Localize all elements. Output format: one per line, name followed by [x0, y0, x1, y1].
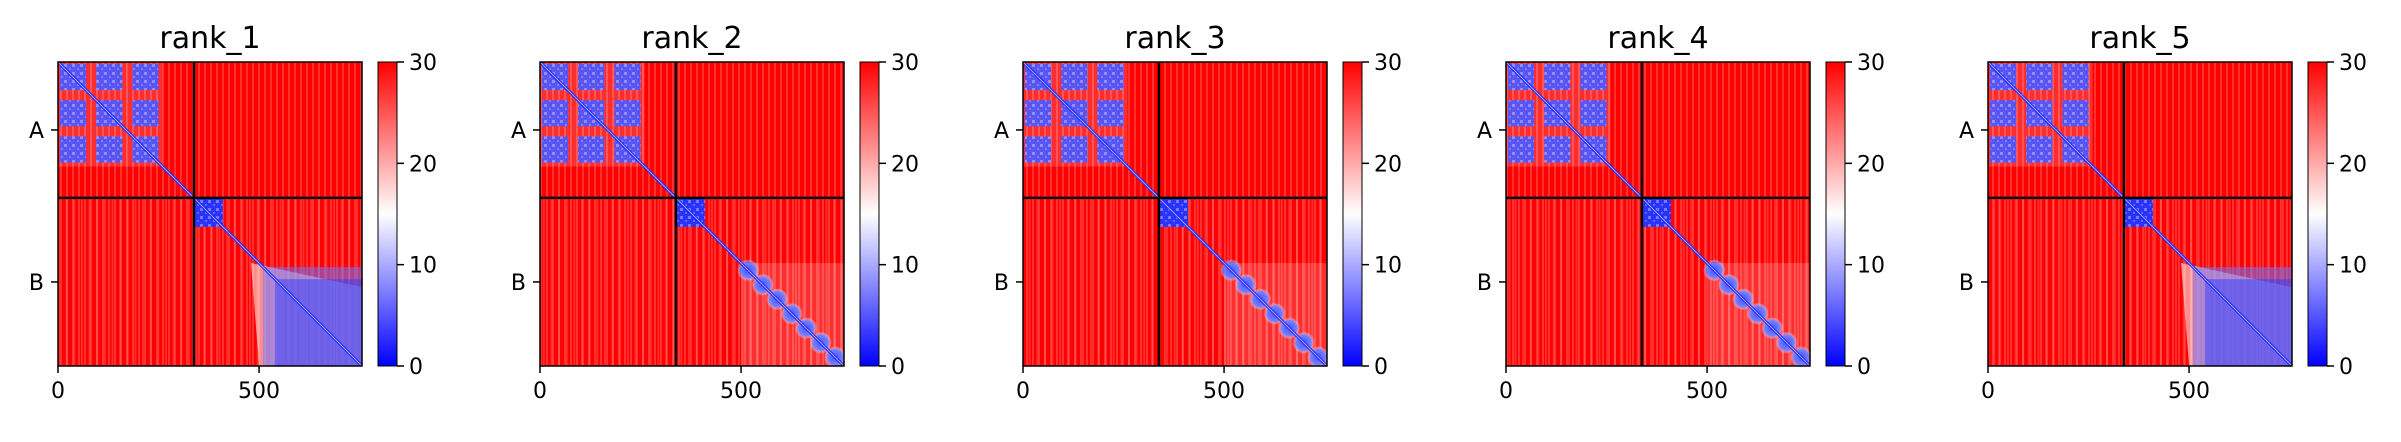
colorbar-tick-label: 30 [1857, 51, 1885, 76]
y-tick-label: A [511, 119, 526, 144]
colorbar-tick-label: 0 [409, 355, 423, 380]
colorbar [1825, 61, 1846, 367]
plot-frame [1022, 61, 1328, 367]
panel-4: rank_4 0 500 A B 0 10 20 30 [1477, 21, 1885, 404]
panel-1: rank_1 0 500 A B 0 10 20 30 [29, 21, 437, 404]
panel-3: rank_3 0 500 A B 0 10 20 30 [994, 21, 1402, 404]
x-tick-label: 500 [2168, 379, 2210, 404]
colorbar-tick-label: 0 [2339, 355, 2353, 380]
y-tick-label: B [511, 271, 526, 296]
colorbar-tick-label: 20 [2339, 152, 2367, 177]
colorbar-tick-label: 20 [409, 152, 437, 177]
colorbar-tick-label: 30 [1374, 51, 1402, 76]
plot-frame [1987, 61, 2293, 367]
x-tick-label: 0 [1016, 379, 1030, 404]
heatmap-image [1988, 62, 2292, 366]
panel-title: rank_1 [159, 21, 260, 56]
colorbar-tick-label: 20 [891, 152, 919, 177]
x-tick-label: 0 [1499, 379, 1513, 404]
colorbar [377, 61, 398, 367]
colorbar-tick-label: 20 [1374, 152, 1402, 177]
panel-title: rank_3 [1124, 21, 1225, 56]
colorbar-tick-label: 10 [409, 254, 437, 279]
colorbar [1342, 61, 1363, 367]
colorbar-tick-label: 0 [1374, 355, 1388, 380]
colorbar-tick-label: 10 [891, 254, 919, 279]
y-tick-label: B [29, 271, 44, 296]
y-tick-label: B [1959, 271, 1974, 296]
colorbar-tick-label: 10 [1857, 254, 1885, 279]
panel-5: rank_5 0 500 A B 0 10 20 30 [1959, 21, 2367, 404]
panel-title: rank_2 [641, 21, 742, 56]
x-tick-label: 0 [51, 379, 65, 404]
y-tick-label: A [1477, 119, 1492, 144]
colorbar [2307, 61, 2328, 367]
y-tick-label: A [1959, 119, 1974, 144]
heatmap-image [1023, 62, 1327, 366]
colorbar [859, 61, 880, 367]
y-tick-label: B [1477, 271, 1492, 296]
panel-title: rank_5 [2089, 21, 2190, 56]
x-tick-label: 500 [720, 379, 762, 404]
heatmap-image [540, 62, 844, 366]
plot-frame [539, 61, 845, 367]
panel-title: rank_4 [1607, 21, 1708, 56]
colorbar-tick-label: 20 [1857, 152, 1885, 177]
colorbar-tick-label: 0 [891, 355, 905, 380]
x-tick-label: 0 [533, 379, 547, 404]
y-tick-label: A [994, 119, 1009, 144]
y-tick-label: A [29, 119, 44, 144]
y-tick-label: B [994, 271, 1009, 296]
colorbar-tick-label: 0 [1857, 355, 1871, 380]
colorbar-tick-label: 30 [2339, 51, 2367, 76]
panel-2: rank_2 0 500 A B 0 10 20 30 [511, 21, 919, 404]
colorbar-tick-label: 10 [1374, 254, 1402, 279]
colorbar-tick-label: 30 [409, 51, 437, 76]
x-tick-label: 0 [1981, 379, 1995, 404]
colorbar-tick-label: 10 [2339, 254, 2367, 279]
heatmap-image [58, 62, 362, 366]
colorbar-tick-label: 30 [891, 51, 919, 76]
x-tick-label: 500 [238, 379, 280, 404]
x-tick-label: 500 [1686, 379, 1728, 404]
heatmap-image [1506, 62, 1810, 366]
x-tick-label: 500 [1203, 379, 1245, 404]
plot-frame [1505, 61, 1811, 367]
plot-frame [57, 61, 363, 367]
